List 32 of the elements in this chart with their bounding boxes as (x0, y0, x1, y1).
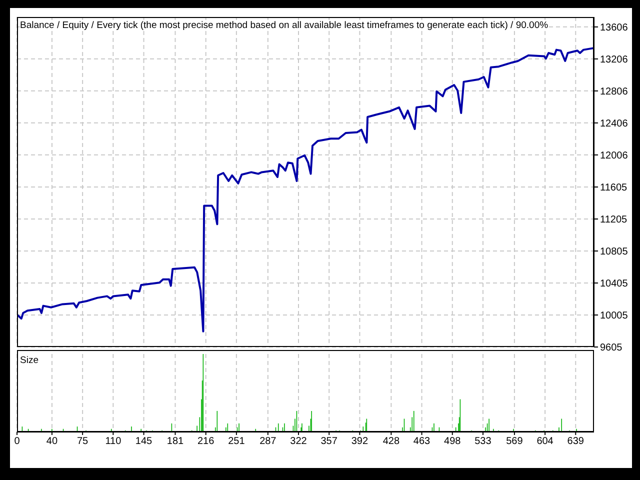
x-tick-label: 498 (444, 436, 462, 448)
x-tick-label: 287 (260, 436, 277, 448)
y-tick-label: 11605 (600, 182, 628, 194)
y-tick-label: 10405 (600, 278, 628, 290)
x-tick-label: 604 (536, 436, 554, 448)
y-tick-label: 10805 (600, 246, 628, 258)
y-tick-label: 13606 (600, 22, 628, 34)
y-tick-label: 12006 (600, 150, 628, 162)
x-tick-label: 533 (474, 436, 492, 448)
y-tick-label: 11205 (600, 214, 628, 226)
x-tick-label: 357 (320, 436, 338, 448)
y-tick-label: 10005 (600, 310, 628, 322)
y-tick-label: 9605 (600, 342, 623, 354)
x-tick-label: 145 (135, 436, 153, 448)
x-tick-label: 110 (105, 436, 122, 448)
x-tick-label: 569 (506, 436, 524, 448)
chart-title: Size (20, 355, 38, 366)
x-tick-label: 428 (382, 436, 400, 448)
y-tick-label: 12806 (600, 86, 628, 98)
x-tick-label: 463 (413, 436, 431, 448)
x-tick-label: 392 (351, 436, 368, 448)
x-tick-label: 40 (46, 436, 58, 448)
x-tick-label: 322 (290, 436, 308, 448)
y-tick-label: 13206 (600, 54, 628, 66)
y-tick-label: 12406 (600, 118, 628, 130)
x-tick-label: 181 (166, 436, 184, 448)
x-tick-label: 216 (197, 436, 215, 448)
x-tick-label: 0 (14, 436, 20, 448)
x-tick-label: 251 (228, 436, 246, 448)
x-tick-label: 75 (77, 436, 89, 448)
chart-title: Balance / Equity / Every tick (the most precise method based on all available least timeframes to generate each tick) / 90.00% (20, 20, 548, 31)
x-tick-label: 639 (567, 436, 584, 448)
